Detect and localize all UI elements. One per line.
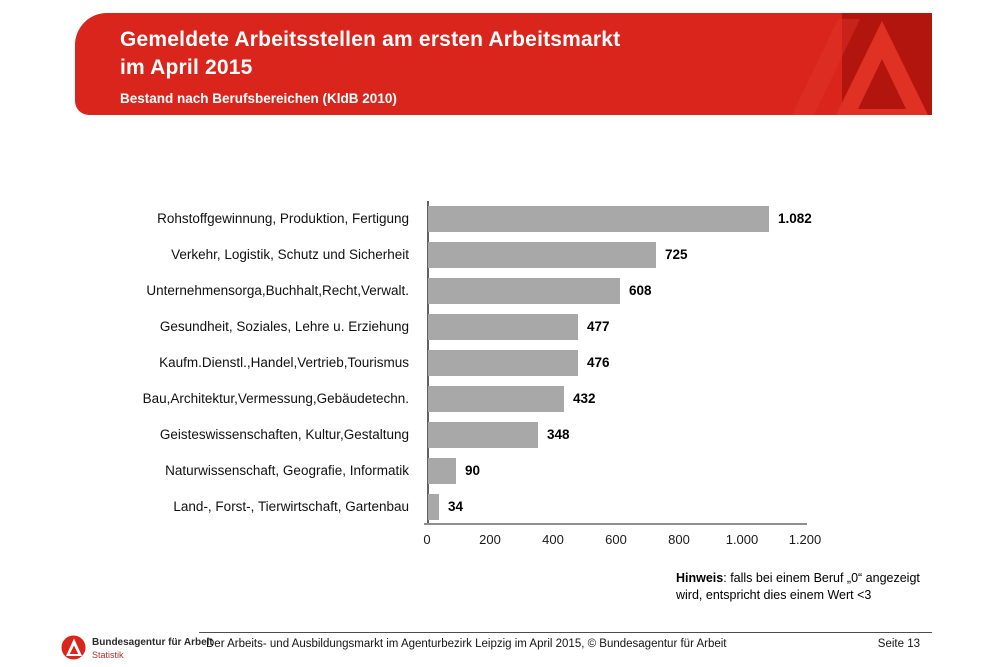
category-label: Verkehr, Logistik, Schutz und Sicherheit [171,247,409,262]
value-label: 725 [665,247,688,262]
bar [428,494,439,520]
x-tick-label: 400 [542,532,564,547]
ba-footer-logo-icon [61,635,86,660]
x-tick-label: 1.000 [725,532,759,547]
bar [428,386,564,412]
value-label: 1.082 [778,211,812,226]
footer-brand-name: Bundesagentur für Arbeit [92,637,213,648]
hint-note-label: Hinweis [676,571,724,585]
value-label: 348 [547,427,570,442]
bar [428,458,456,484]
page-title-line2: im April 2015 [120,56,253,79]
category-label: Land-, Forst-, Tierwirtschaft, Gartenbau [173,499,409,514]
header-text-block: Gemeldete Arbeitsstellen am ersten Arbei… [120,26,620,106]
bar [428,314,578,340]
category-label: Geisteswissenschaften, Kultur,Gestaltung [159,427,409,442]
x-tick-label: 0 [423,532,431,547]
x-tick-label: 200 [479,532,501,547]
page-number: Seite 13 [877,638,920,650]
header-banner: Gemeldete Arbeitsstellen am ersten Arbei… [75,13,932,115]
hint-note: Hinweis: falls bei einem Beruf „0“ angez… [676,570,924,603]
value-label: 432 [573,391,596,406]
ba-logo-watermark-icon [792,13,932,115]
bar [428,350,578,376]
value-label: 90 [465,463,481,478]
x-tick-label: 600 [605,532,627,547]
x-tick-label: 800 [668,532,690,547]
category-label: Gesundheit, Soziales, Lehre u. Erziehung [159,319,409,334]
footer-brand-sub: Statistik [92,650,124,660]
category-label: Bau,Architektur,Vermessung,Gebäudetechn. [142,391,409,406]
value-label: 34 [448,499,464,514]
page-title: Gemeldete Arbeitsstellen am ersten Arbei… [120,26,620,82]
bar [428,278,620,304]
value-label: 477 [587,319,610,334]
category-label: Rohstoffgewinnung, Produktion, Fertigung [157,211,409,226]
page-subtitle: Bestand nach Berufsbereichen (KldB 2010) [120,91,397,106]
page-title-line1: Gemeldete Arbeitsstellen am ersten Arbei… [120,28,621,51]
x-axis-line [424,523,807,525]
value-label: 476 [587,355,610,370]
category-label: Unternehmensorga,Buchhalt,Recht,Verwalt. [146,283,409,298]
bar [428,422,538,448]
hint-note-text: : falls bei einem Beruf „0“ angezeigt wi… [676,571,920,602]
value-label: 608 [629,283,652,298]
footer-divider [199,632,932,633]
category-label: Kaufm.Dienstl.,Handel,Vertrieb,Tourismus [159,355,409,370]
footer-source-text: Der Arbeits- und Ausbildungsmarkt im Age… [206,638,727,650]
x-tick-label: 1.200 [788,532,822,547]
bar [428,206,769,232]
category-label: Naturwissenschaft, Geografie, Informatik [165,463,409,478]
bar [428,242,656,268]
